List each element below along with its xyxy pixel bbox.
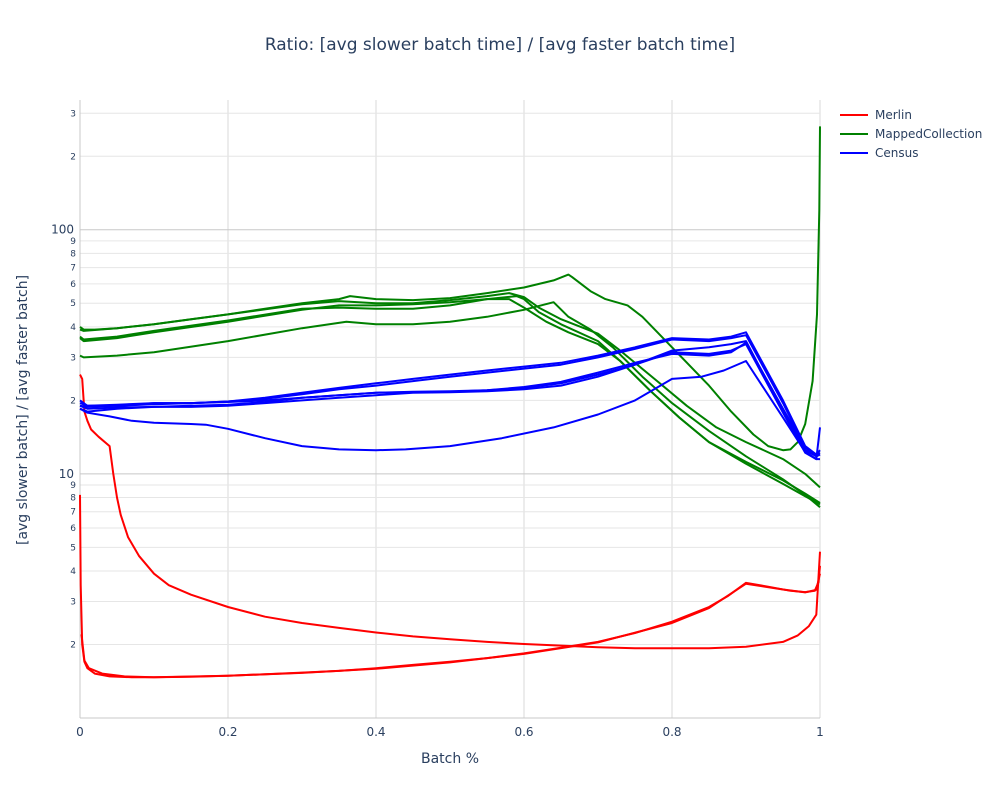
y-minor-tick-label: 5 xyxy=(70,543,76,553)
y-major-tick-label: 100 xyxy=(51,223,74,237)
y-minor-tick-label: 3 xyxy=(70,109,76,119)
series-line-census-9 xyxy=(79,341,821,456)
chart-title: Ratio: [avg slower batch time] / [avg fa… xyxy=(265,35,735,55)
y-minor-tick-label: 2 xyxy=(70,152,76,162)
y-minor-tick-label: 8 xyxy=(70,494,76,504)
series-line-merlin-2 xyxy=(80,573,821,679)
y-minor-tick-label: 9 xyxy=(70,237,76,247)
x-tick-label: 0.2 xyxy=(218,725,237,739)
x-tick-label: 0 xyxy=(76,725,84,739)
grid-layer xyxy=(79,100,821,718)
legend-label: MappedCollection xyxy=(875,127,982,141)
x-tick-label: 0.6 xyxy=(514,725,533,739)
series-line-census-10 xyxy=(79,343,821,461)
y-minor-tick-label: 3 xyxy=(70,353,76,363)
x-tick-label: 1 xyxy=(816,725,824,739)
y-minor-tick-label: 4 xyxy=(70,323,76,333)
y-minor-tick-label: 8 xyxy=(70,249,76,259)
y-minor-tick-label: 2 xyxy=(70,641,76,651)
series-line-census-13 xyxy=(79,360,820,461)
y-minor-tick-label: 5 xyxy=(70,299,76,309)
x-tick-label: 0.8 xyxy=(662,725,681,739)
y-minor-tick-label: 9 xyxy=(70,481,76,491)
axis-layer: 0 0.2 0.4 0.6 0.8 1 2 3 4 5 6 7 8 9 2 3 4 5 6 7 8 9 2 3 10 100 xyxy=(51,100,824,739)
y-minor-tick-label: 7 xyxy=(70,264,76,274)
y-minor-tick-label: 7 xyxy=(70,508,76,518)
series-line-merlin-1 xyxy=(79,494,821,679)
series-line-merlin-0 xyxy=(79,374,821,650)
y-minor-tick-label: 4 xyxy=(70,567,76,577)
legend-label: Census xyxy=(875,146,918,160)
series-line-mappedcollection-6 xyxy=(79,298,821,506)
y-minor-tick-label: 2 xyxy=(70,396,76,406)
series-line-mappedcollection-3 xyxy=(79,126,821,452)
series-line-mappedcollection-7 xyxy=(79,301,821,508)
y-axis-title: [avg slower batch] / [avg faster batch] xyxy=(15,275,31,545)
y-major-tick-label: 10 xyxy=(59,467,74,481)
series-line-census-11 xyxy=(79,331,821,456)
series-layer xyxy=(79,126,821,679)
y-minor-tick-label: 6 xyxy=(70,280,76,290)
series-line-census-8 xyxy=(79,340,821,458)
x-axis-title: Batch % xyxy=(421,751,479,767)
y-minor-tick-label: 3 xyxy=(70,598,76,608)
legend: Merlin MappedCollection Census xyxy=(840,108,982,160)
series-line-census-12 xyxy=(79,334,821,458)
legend-label: Merlin xyxy=(875,108,912,122)
y-minor-tick-label: 6 xyxy=(70,524,76,534)
x-tick-label: 0.4 xyxy=(366,725,385,739)
